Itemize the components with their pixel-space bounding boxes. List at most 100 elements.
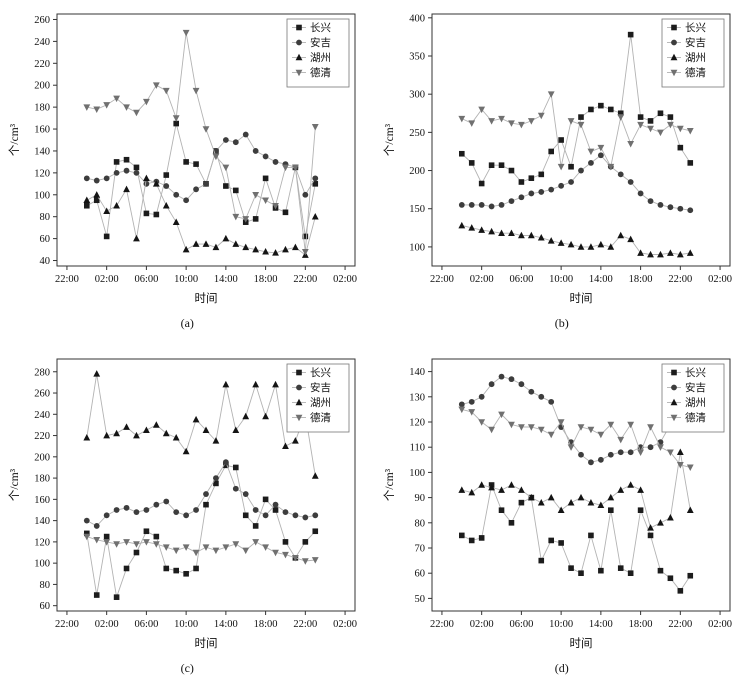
svg-text:260: 260 bbox=[35, 389, 51, 400]
svg-text:100: 100 bbox=[35, 559, 51, 570]
svg-text:18:00: 18:00 bbox=[628, 619, 652, 630]
svg-text:安吉: 安吉 bbox=[310, 381, 331, 394]
svg-text:个/cm³: 个/cm³ bbox=[383, 468, 396, 501]
chart-c-caption: (c) bbox=[180, 661, 194, 675]
svg-text:安吉: 安吉 bbox=[310, 36, 331, 49]
svg-text:个/cm³: 个/cm³ bbox=[8, 123, 21, 156]
svg-text:120: 120 bbox=[409, 418, 425, 429]
svg-text:250: 250 bbox=[409, 128, 425, 139]
svg-text:100: 100 bbox=[35, 190, 51, 201]
chart-b-canvas: 100 150 200 250 300 350 400 22:00 02:00 06:00 10:0… bbox=[383, 13, 732, 305]
svg-text:22:00: 22:00 bbox=[294, 619, 318, 630]
svg-text:22:00: 22:00 bbox=[668, 274, 692, 285]
svg-text:100: 100 bbox=[409, 468, 425, 479]
svg-text:18:00: 18:00 bbox=[254, 619, 278, 630]
svg-text:200: 200 bbox=[35, 452, 51, 463]
svg-text:240: 240 bbox=[35, 410, 51, 421]
svg-text:14:00: 14:00 bbox=[589, 274, 613, 285]
svg-text:10:00: 10:00 bbox=[549, 274, 573, 285]
svg-text:110: 110 bbox=[409, 443, 424, 454]
svg-text:120: 120 bbox=[35, 537, 51, 548]
svg-text:14:00: 14:00 bbox=[214, 619, 238, 630]
svg-text:06:00: 06:00 bbox=[509, 274, 533, 285]
svg-text:02:00: 02:00 bbox=[469, 274, 493, 285]
svg-text:200: 200 bbox=[409, 166, 425, 177]
svg-text:湖州: 湖州 bbox=[310, 397, 331, 409]
svg-text:220: 220 bbox=[35, 431, 51, 442]
svg-text:22:00: 22:00 bbox=[668, 619, 692, 630]
svg-text:22:00: 22:00 bbox=[55, 619, 79, 630]
svg-text:80: 80 bbox=[414, 518, 425, 529]
svg-text:160: 160 bbox=[35, 495, 51, 506]
svg-text:18:00: 18:00 bbox=[628, 274, 652, 285]
svg-text:06:00: 06:00 bbox=[135, 619, 159, 630]
svg-text:150: 150 bbox=[409, 204, 425, 215]
svg-text:40: 40 bbox=[40, 256, 51, 267]
svg-text:140: 140 bbox=[35, 146, 51, 157]
svg-text:德清: 德清 bbox=[685, 411, 706, 424]
svg-text:02:00: 02:00 bbox=[95, 274, 119, 285]
svg-text:22:00: 22:00 bbox=[430, 274, 454, 285]
svg-text:时间: 时间 bbox=[569, 292, 592, 305]
svg-text:200: 200 bbox=[35, 81, 51, 92]
svg-text:60: 60 bbox=[414, 569, 425, 580]
chart-d: 50 60 70 80 90 100 110 120 130 140 22:00 02:00 06:00… bbox=[375, 347, 749, 692]
svg-text:德清: 德清 bbox=[310, 411, 331, 424]
svg-text:350: 350 bbox=[409, 52, 425, 63]
svg-text:长兴: 长兴 bbox=[685, 22, 706, 34]
svg-text:德清: 德清 bbox=[310, 66, 331, 79]
svg-text:160: 160 bbox=[35, 125, 51, 136]
svg-text:120: 120 bbox=[35, 168, 51, 179]
svg-text:100: 100 bbox=[409, 242, 425, 253]
svg-text:400: 400 bbox=[409, 13, 425, 24]
svg-text:22:00: 22:00 bbox=[430, 619, 454, 630]
chart-a-caption: (a) bbox=[180, 316, 194, 330]
svg-text:130: 130 bbox=[409, 392, 425, 403]
svg-text:长兴: 长兴 bbox=[310, 22, 331, 34]
svg-text:长兴: 长兴 bbox=[685, 367, 706, 379]
svg-text:湖州: 湖州 bbox=[310, 52, 331, 64]
svg-text:140: 140 bbox=[409, 367, 425, 378]
chart-c: 60 80 100 120 140 160 180 200 220 240 260 280 22:00 0… bbox=[0, 347, 375, 692]
svg-text:长兴: 长兴 bbox=[310, 367, 331, 379]
svg-text:时间: 时间 bbox=[195, 292, 218, 305]
svg-text:240: 240 bbox=[35, 37, 51, 48]
svg-text:60: 60 bbox=[40, 234, 51, 245]
svg-text:90: 90 bbox=[414, 493, 425, 504]
svg-text:22:00: 22:00 bbox=[55, 274, 79, 285]
svg-text:80: 80 bbox=[40, 212, 51, 223]
svg-text:06:00: 06:00 bbox=[509, 619, 533, 630]
svg-text:02:00: 02:00 bbox=[708, 619, 732, 630]
svg-text:80: 80 bbox=[40, 580, 51, 591]
svg-text:德清: 德清 bbox=[685, 66, 706, 79]
svg-text:10:00: 10:00 bbox=[549, 619, 573, 630]
svg-text:02:00: 02:00 bbox=[95, 619, 119, 630]
svg-text:14:00: 14:00 bbox=[214, 274, 238, 285]
svg-text:180: 180 bbox=[35, 474, 51, 485]
svg-text:260: 260 bbox=[35, 15, 51, 26]
svg-text:300: 300 bbox=[409, 90, 425, 101]
chart-b: 100 150 200 250 300 350 400 22:00 02:00 06:00 10:0… bbox=[375, 2, 749, 347]
svg-text:180: 180 bbox=[35, 103, 51, 114]
svg-text:湖州: 湖州 bbox=[685, 397, 706, 409]
chart-d-canvas: 50 60 70 80 90 100 110 120 130 140 22:00 02:00 06:00… bbox=[383, 358, 732, 650]
chart-a-canvas: 40 60 80 100 120 140 160 180 200 220 240 260 22:00 02… bbox=[8, 13, 357, 305]
chart-b-caption: (b) bbox=[554, 316, 569, 330]
svg-text:22:00: 22:00 bbox=[294, 274, 318, 285]
svg-text:02:00: 02:00 bbox=[708, 274, 732, 285]
svg-text:个/cm³: 个/cm³ bbox=[383, 123, 396, 156]
chart-d-caption: (d) bbox=[554, 661, 569, 675]
svg-text:18:00: 18:00 bbox=[254, 274, 278, 285]
svg-text:02:00: 02:00 bbox=[469, 619, 493, 630]
chart-c-canvas: 60 80 100 120 140 160 180 200 220 240 260 280 22:00 0… bbox=[8, 358, 357, 650]
svg-text:06:00: 06:00 bbox=[135, 274, 159, 285]
svg-text:60: 60 bbox=[40, 601, 51, 612]
svg-text:220: 220 bbox=[35, 59, 51, 70]
svg-text:10:00: 10:00 bbox=[174, 619, 198, 630]
svg-text:10:00: 10:00 bbox=[174, 274, 198, 285]
svg-text:14:00: 14:00 bbox=[589, 619, 613, 630]
svg-text:50: 50 bbox=[414, 594, 425, 605]
svg-text:时间: 时间 bbox=[195, 637, 218, 650]
